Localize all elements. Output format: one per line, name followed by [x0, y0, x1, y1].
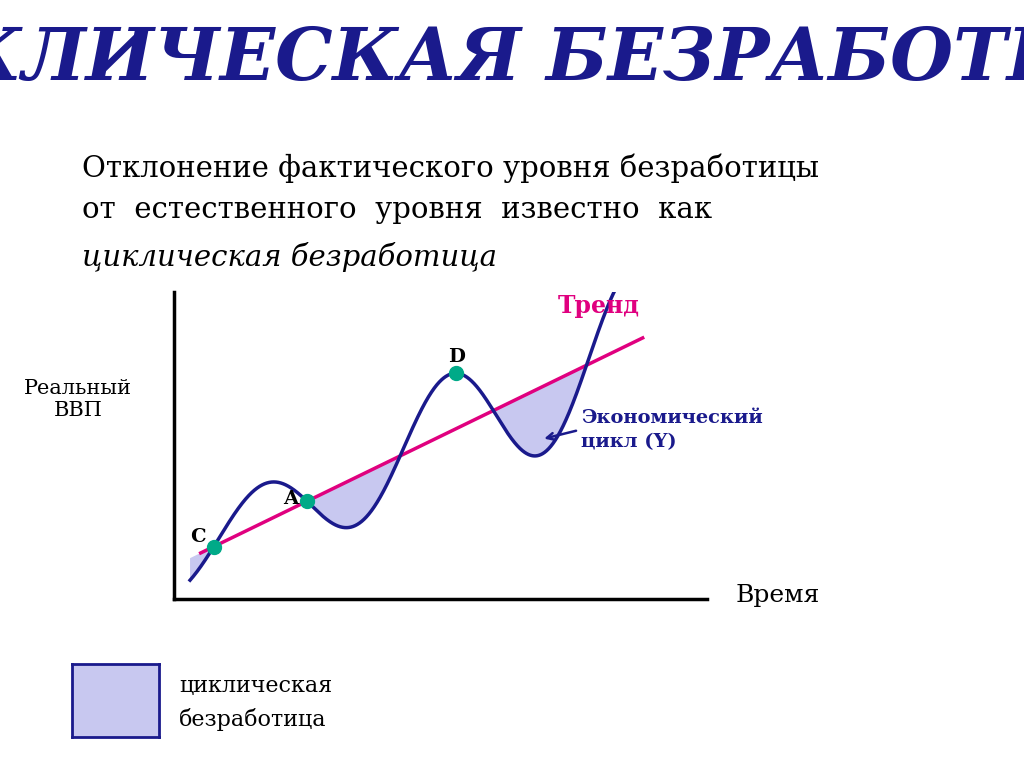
Text: цикл (Y): цикл (Y): [582, 433, 677, 452]
Text: Тренд: Тренд: [557, 294, 639, 319]
Text: Отклонение фактического уровня безработицы: Отклонение фактического уровня безработи…: [82, 154, 819, 183]
Text: D: D: [447, 349, 465, 366]
Text: безработица: безработица: [179, 707, 327, 730]
Text: от  естественного  уровня  известно  как: от естественного уровня известно как: [82, 196, 712, 223]
Text: C: C: [189, 528, 205, 546]
Text: ЦИКЛИЧЕСКАЯ БЕЗРАБОТИЦА: ЦИКЛИЧЕСКАЯ БЕЗРАБОТИЦА: [0, 23, 1024, 94]
Text: циклическая: циклическая: [179, 675, 333, 697]
Text: Экономический: Экономический: [582, 409, 763, 427]
Text: циклическая безработица: циклическая безработица: [82, 242, 497, 272]
Text: Реальный
ВВП: Реальный ВВП: [25, 379, 132, 420]
Text: A: A: [283, 490, 298, 508]
Text: Время: Время: [736, 584, 820, 607]
